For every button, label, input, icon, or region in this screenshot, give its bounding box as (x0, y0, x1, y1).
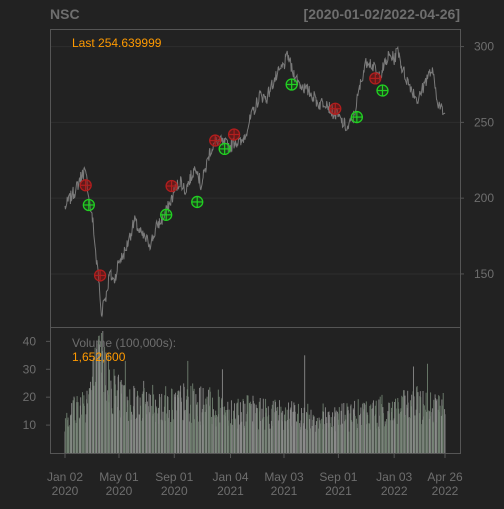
grid-lines (51, 46, 460, 275)
x-tick-year: 2020 (52, 484, 79, 498)
x-tick-year: 2022 (432, 484, 459, 498)
date-range-title: [2020-01-02/2022-04-26] (304, 6, 460, 22)
volume-last-value: 1,652,600 (72, 350, 126, 364)
buy-signal-marker (191, 195, 204, 209)
volume-tick-label: 20 (23, 390, 37, 404)
x-tick-year: 2021 (217, 484, 244, 498)
sell-signal-marker (209, 134, 222, 147)
price-tick-label: 250 (474, 115, 494, 129)
price-line (64, 45, 446, 318)
sell-signal-marker (227, 128, 241, 141)
last-price-label: Last 254.639999 (72, 36, 162, 50)
x-tick-label: Sep 01 (319, 470, 357, 484)
volume-bars (64, 331, 446, 453)
x-tick-label: May 03 (264, 470, 304, 484)
price-axis: 150 200 250 300 (460, 40, 494, 281)
sell-signal-marker (369, 72, 382, 85)
sell-signal-marker (329, 102, 342, 115)
buy-signal-marker (218, 142, 231, 156)
volume-tick-label: 40 (23, 334, 37, 348)
x-tick-year: 2022 (381, 484, 408, 498)
volume-tick-label: 10 (23, 418, 37, 432)
x-tick-label: Jan 03 (376, 470, 412, 484)
x-tick-year: 2021 (271, 484, 298, 498)
symbol-title: NSC (50, 6, 80, 22)
x-tick-label: Sep 01 (155, 470, 193, 484)
signal-markers (79, 72, 389, 282)
buy-signal-marker (82, 198, 95, 212)
sell-signal-marker (79, 179, 92, 192)
buy-signal-marker (285, 78, 298, 91)
buy-signal-marker (160, 208, 173, 221)
buy-signal-marker (350, 110, 364, 124)
price-tick-label: 300 (474, 40, 494, 54)
x-tick-label: Apr 26 (427, 470, 463, 484)
price-tick-label: 200 (474, 191, 494, 205)
x-tick-label: Jan 02 (47, 470, 83, 484)
x-tick-year: 2020 (161, 484, 188, 498)
price-tick-label: 150 (474, 267, 494, 281)
volume-axis: 10 20 30 40 (23, 334, 50, 432)
x-tick-year: 2020 (106, 484, 133, 498)
sell-signal-marker (165, 179, 178, 193)
volume-tick-label: 30 (23, 362, 37, 376)
price-series (64, 45, 446, 318)
volume-title: Volume (100,000s): (72, 336, 176, 350)
x-tick-label: Jan 04 (212, 470, 248, 484)
x-tick-label: May 01 (99, 470, 139, 484)
sell-signal-marker (93, 269, 107, 282)
buy-signal-marker (376, 84, 389, 97)
price-panel (50, 29, 461, 328)
x-tick-year: 2021 (325, 484, 352, 498)
